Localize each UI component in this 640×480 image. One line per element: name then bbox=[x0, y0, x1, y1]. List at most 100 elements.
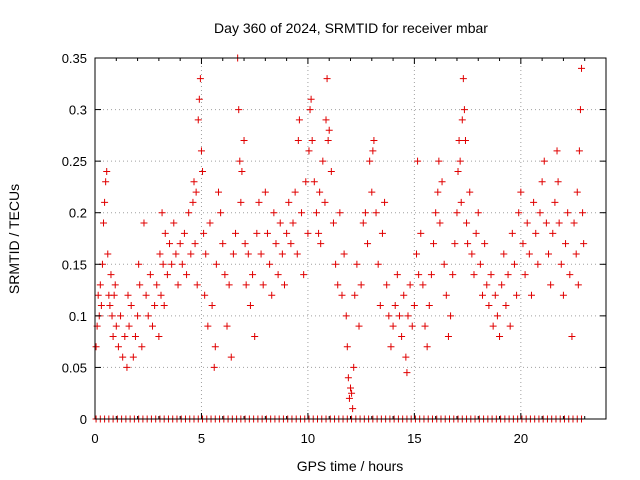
data-point bbox=[338, 291, 346, 299]
data-point bbox=[343, 343, 351, 351]
data-point bbox=[315, 229, 323, 237]
data-point bbox=[312, 209, 320, 217]
data-point bbox=[573, 188, 581, 196]
x-tick-label: 0 bbox=[91, 431, 98, 446]
data-point bbox=[404, 312, 412, 320]
data-point bbox=[562, 240, 570, 248]
data-point bbox=[549, 229, 557, 237]
data-point bbox=[408, 322, 416, 330]
data-point bbox=[194, 116, 202, 124]
data-point bbox=[376, 302, 384, 310]
data-point bbox=[476, 260, 484, 268]
data-point bbox=[349, 405, 357, 413]
data-point bbox=[553, 147, 561, 155]
data-point bbox=[241, 240, 249, 248]
data-point bbox=[575, 147, 583, 155]
data-point bbox=[305, 147, 313, 155]
data-point bbox=[395, 312, 403, 320]
data-point bbox=[111, 281, 119, 289]
data-point bbox=[195, 95, 203, 103]
data-point bbox=[442, 291, 450, 299]
data-point bbox=[255, 198, 263, 206]
x-tick-label: 15 bbox=[407, 431, 421, 446]
data-point bbox=[244, 250, 252, 258]
data-point bbox=[406, 281, 414, 289]
data-point bbox=[191, 240, 199, 248]
points-layer bbox=[92, 54, 588, 423]
data-point bbox=[170, 219, 178, 227]
data-point bbox=[519, 240, 527, 248]
data-point bbox=[325, 126, 333, 134]
data-point bbox=[530, 198, 538, 206]
data-point bbox=[240, 137, 248, 145]
data-point bbox=[545, 250, 553, 258]
data-point bbox=[124, 291, 132, 299]
data-point bbox=[304, 229, 312, 237]
data-point bbox=[223, 322, 231, 330]
data-point bbox=[438, 178, 446, 186]
data-point bbox=[366, 157, 374, 165]
data-point bbox=[110, 291, 118, 299]
data-point bbox=[355, 322, 363, 330]
data-point bbox=[104, 250, 112, 258]
data-point bbox=[123, 363, 131, 371]
data-point bbox=[183, 271, 191, 279]
data-point bbox=[125, 322, 133, 330]
data-point bbox=[436, 219, 444, 227]
data-point bbox=[451, 240, 459, 248]
data-point bbox=[316, 188, 324, 196]
data-point bbox=[327, 167, 335, 175]
data-point bbox=[319, 157, 327, 165]
data-point bbox=[463, 219, 471, 227]
data-point bbox=[449, 271, 457, 279]
data-point bbox=[100, 219, 108, 227]
data-point bbox=[350, 363, 358, 371]
data-point bbox=[374, 260, 382, 268]
data-point bbox=[502, 302, 510, 310]
data-point bbox=[540, 157, 548, 165]
data-point bbox=[201, 291, 209, 299]
data-point bbox=[576, 106, 584, 114]
data-point bbox=[557, 260, 565, 268]
x-tick-label: 20 bbox=[514, 431, 528, 446]
data-point bbox=[487, 271, 495, 279]
data-point bbox=[419, 281, 427, 289]
data-point bbox=[174, 281, 182, 289]
data-point bbox=[454, 167, 462, 175]
data-point bbox=[381, 198, 389, 206]
data-point bbox=[204, 322, 212, 330]
data-point bbox=[485, 302, 493, 310]
data-point bbox=[538, 178, 546, 186]
data-point bbox=[378, 229, 386, 237]
data-point bbox=[253, 229, 261, 237]
data-point bbox=[272, 240, 280, 248]
data-point bbox=[500, 250, 508, 258]
data-point bbox=[421, 322, 429, 330]
data-point bbox=[459, 75, 467, 83]
data-point bbox=[225, 281, 233, 289]
data-point bbox=[368, 188, 376, 196]
ticks-layer: 0 0.05 0.1 0.15 0.2 0.25 0.3 0.35 0 5 10 15 20 bbox=[62, 51, 606, 446]
x-tick-label: 5 bbox=[198, 431, 205, 446]
data-point bbox=[242, 281, 250, 289]
data-point bbox=[566, 271, 574, 279]
x-tick-label: 10 bbox=[301, 431, 315, 446]
chart-title: Day 360 of 2024, SRMTID for receiver mba… bbox=[214, 20, 488, 36]
data-point bbox=[106, 302, 114, 310]
data-point bbox=[554, 178, 562, 186]
data-point bbox=[515, 209, 523, 217]
data-point bbox=[521, 271, 529, 279]
data-point bbox=[229, 250, 237, 258]
data-point bbox=[489, 322, 497, 330]
data-point bbox=[444, 332, 452, 340]
data-point bbox=[293, 250, 301, 258]
data-point bbox=[134, 312, 142, 320]
data-point bbox=[334, 281, 342, 289]
data-point bbox=[168, 260, 176, 268]
data-point bbox=[370, 137, 378, 145]
data-point bbox=[131, 332, 139, 340]
data-point bbox=[180, 229, 188, 237]
data-point bbox=[219, 240, 227, 248]
data-point bbox=[300, 271, 308, 279]
data-point bbox=[102, 178, 110, 186]
